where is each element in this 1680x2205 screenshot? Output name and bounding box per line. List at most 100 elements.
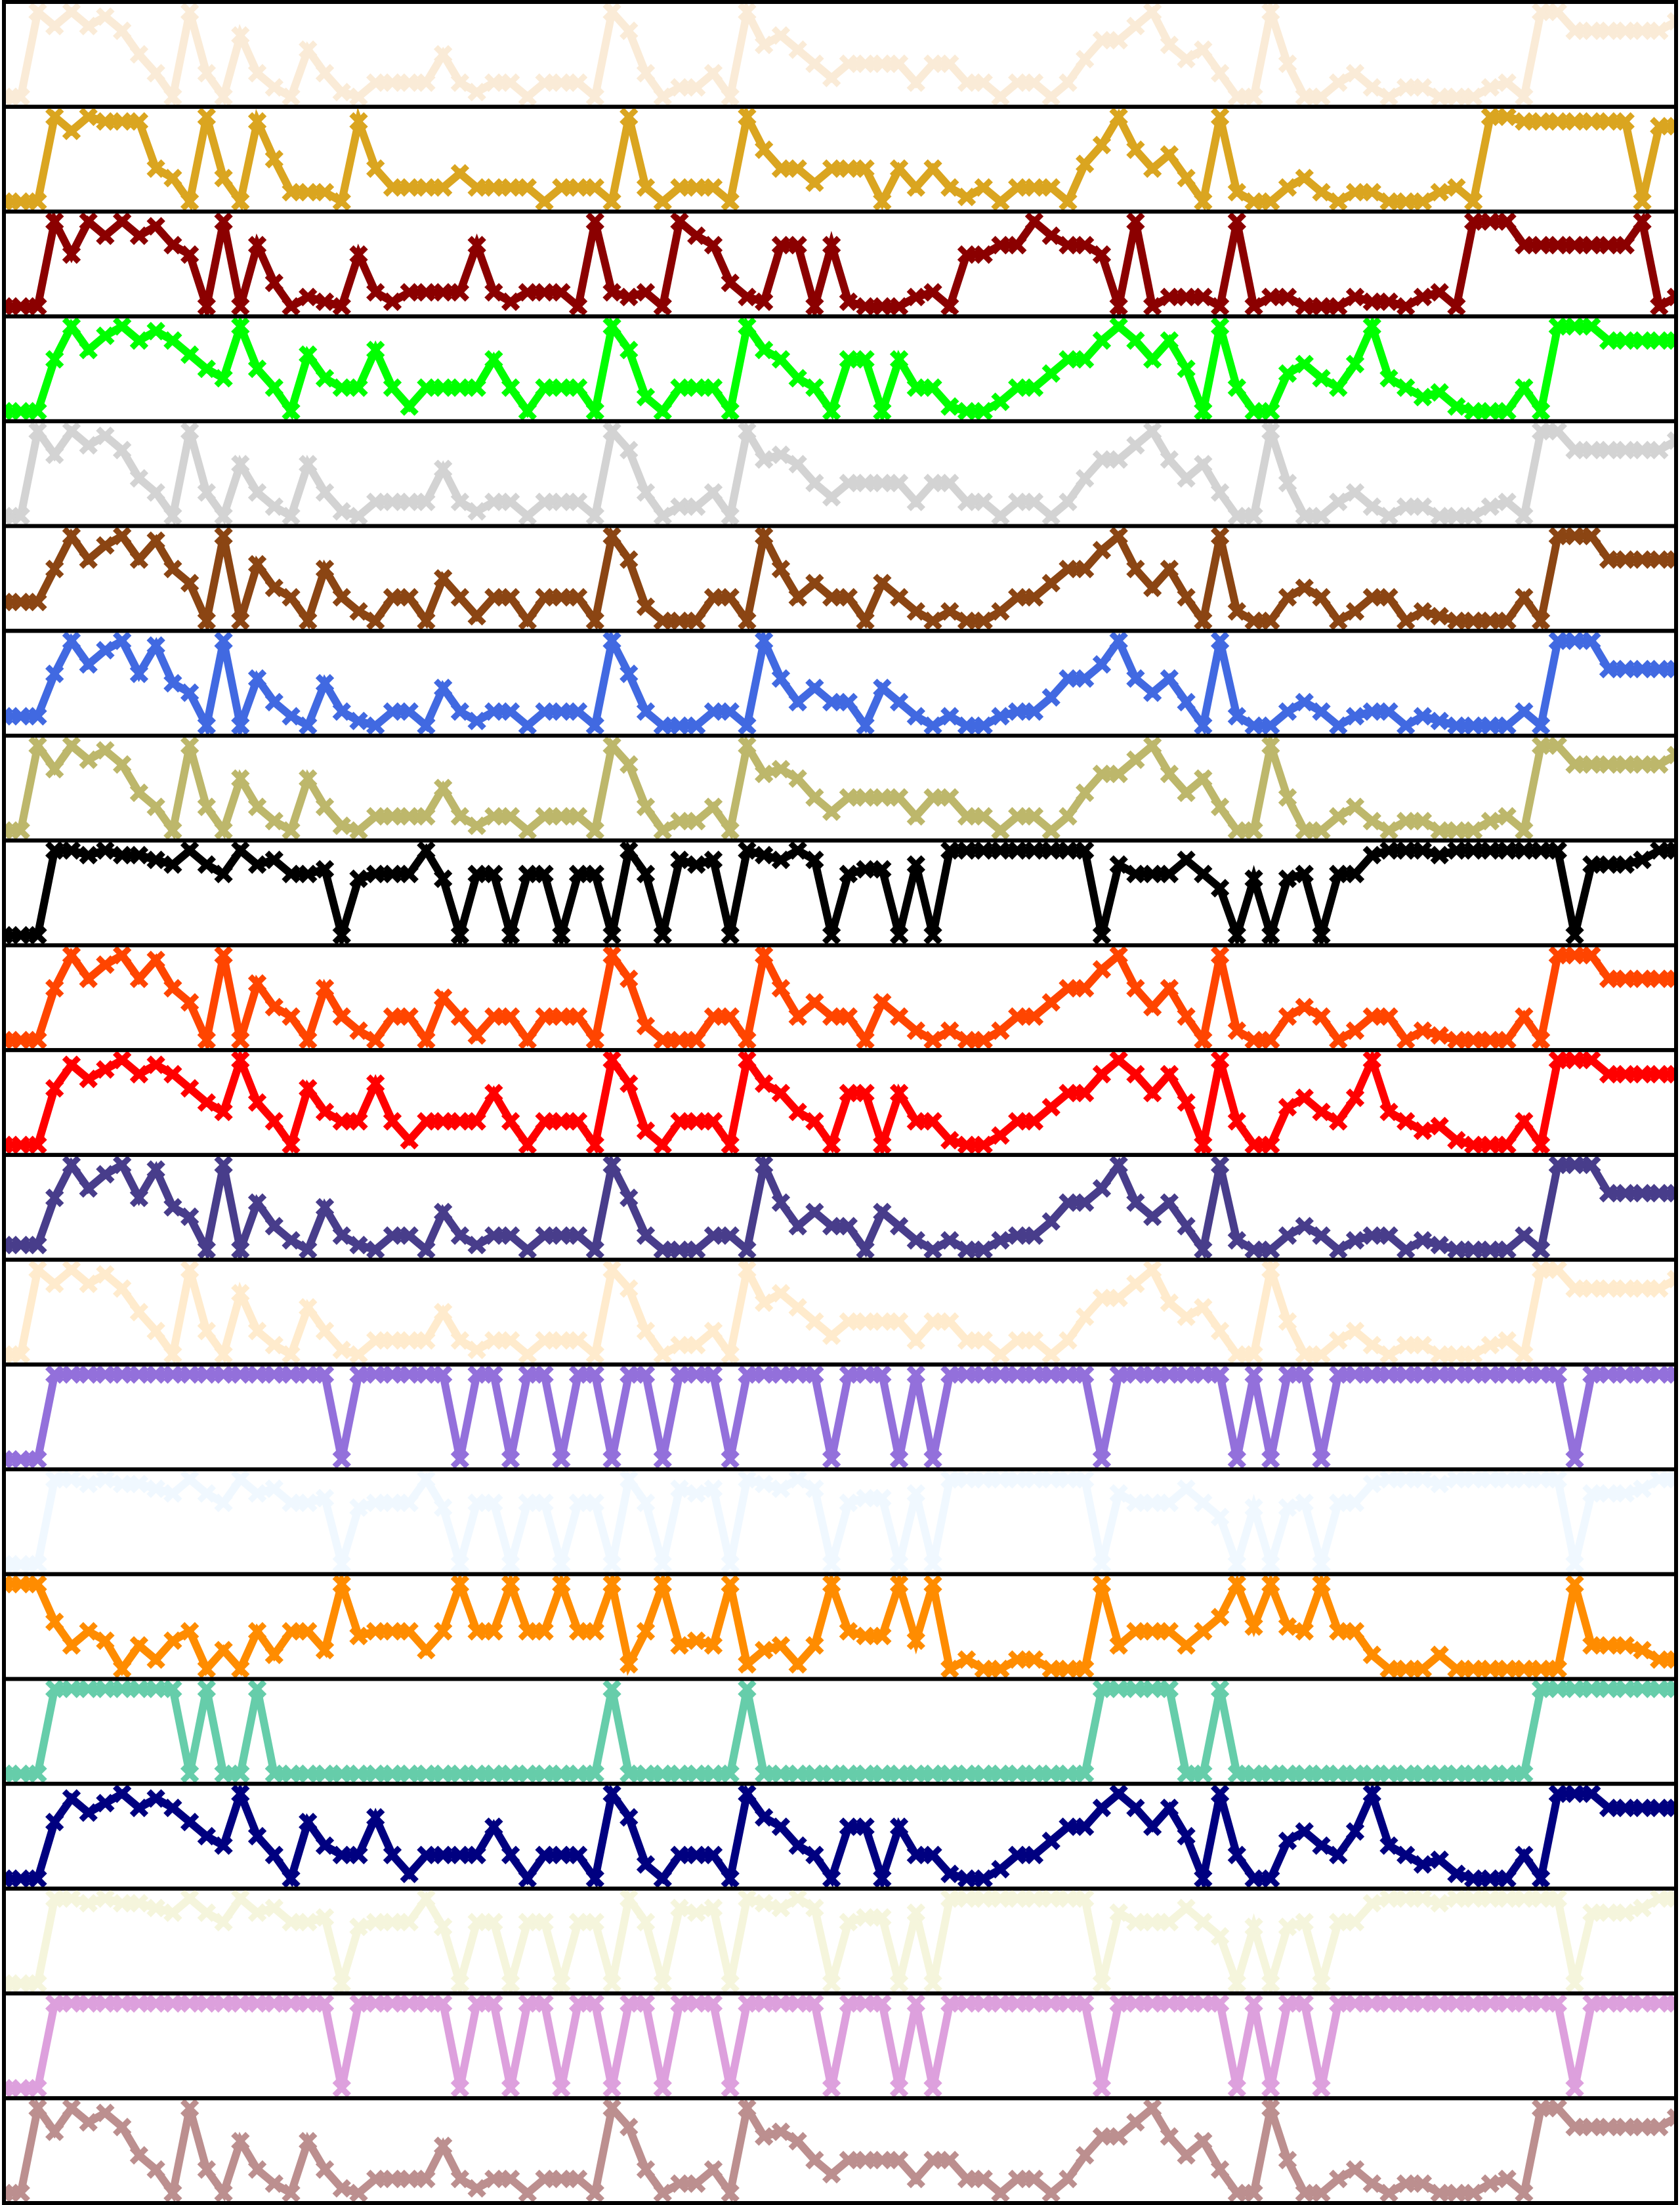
series-2-point-19 bbox=[315, 182, 335, 202]
series-16-point-11 bbox=[180, 1622, 200, 1641]
series-14-point-18 bbox=[299, 1365, 318, 1384]
series-15-point-14 bbox=[231, 1470, 250, 1489]
series-6-point-84 bbox=[1413, 602, 1433, 621]
series-1-point-95 bbox=[1599, 21, 1618, 41]
series-16-point-72 bbox=[1210, 1608, 1230, 1627]
series-21-point-83 bbox=[1396, 2174, 1416, 2193]
series-15-point-62 bbox=[1041, 1470, 1060, 1489]
series-15-point-5 bbox=[79, 1475, 98, 1494]
series-18-point-98 bbox=[1650, 1798, 1669, 1818]
series-3-point-40 bbox=[670, 212, 689, 231]
series-20-point-49 bbox=[822, 2078, 841, 2098]
series-17-point-84 bbox=[1413, 1764, 1433, 1784]
series-9-point-49 bbox=[822, 926, 841, 945]
series-20-point-10 bbox=[163, 1994, 182, 2013]
series-11-point-45 bbox=[754, 1074, 774, 1093]
series-10-point-74 bbox=[1244, 1030, 1263, 1050]
series-6-point-92 bbox=[1548, 526, 1568, 545]
series-4-point-11 bbox=[180, 345, 200, 364]
series-21-point-98 bbox=[1650, 2118, 1669, 2137]
series-20-point-9 bbox=[146, 1994, 165, 2013]
series-16-point-26 bbox=[433, 1622, 453, 1641]
series-17-point-99 bbox=[1666, 1679, 1676, 1698]
series-18-point-2 bbox=[28, 1869, 47, 1888]
series-11-point-77 bbox=[1295, 1088, 1314, 1107]
series-4-point-68 bbox=[1143, 350, 1162, 369]
series-3-point-46 bbox=[771, 236, 791, 255]
series-10-point-23 bbox=[383, 1007, 402, 1026]
series-18-point-42 bbox=[704, 1845, 723, 1864]
series-3-point-24 bbox=[400, 283, 419, 302]
series-12-point-13 bbox=[214, 1155, 233, 1175]
series-11-point-48 bbox=[805, 1112, 824, 1131]
series-2-point-81 bbox=[1362, 182, 1381, 202]
series-14-point-20 bbox=[332, 1450, 351, 1469]
series-6-point-51 bbox=[856, 611, 875, 631]
series-5-point-14 bbox=[231, 455, 250, 474]
series-13-point-8 bbox=[129, 1303, 149, 1322]
series-14-point-43 bbox=[721, 1450, 740, 1469]
series-6-point-44 bbox=[738, 611, 757, 631]
series-1-point-41 bbox=[687, 77, 706, 97]
series-6-point-54 bbox=[906, 602, 926, 621]
series-7-point-40 bbox=[670, 716, 689, 735]
series-14-point-60 bbox=[1008, 1365, 1027, 1384]
series-18-point-59 bbox=[991, 1860, 1010, 1879]
series-12-point-60 bbox=[1008, 1226, 1027, 1246]
series-18-point-75 bbox=[1261, 1869, 1280, 1888]
series-9-point-82 bbox=[1379, 841, 1398, 860]
series-11-point-60 bbox=[1008, 1112, 1027, 1131]
series-1-point-79 bbox=[1329, 73, 1348, 93]
series-1-point-80 bbox=[1345, 64, 1365, 83]
series-19-point-17 bbox=[282, 1912, 301, 1932]
series-1-point-39 bbox=[653, 87, 672, 106]
series-20-point-30 bbox=[501, 2078, 520, 2098]
series-3-plot bbox=[4, 211, 1676, 317]
series-5-point-17 bbox=[282, 507, 301, 526]
series-21-frame bbox=[2, 2096, 1678, 2205]
series-16-point-40 bbox=[670, 1636, 689, 1655]
series-17-point-18 bbox=[299, 1764, 318, 1784]
series-12-point-3 bbox=[45, 1188, 64, 1208]
series-1-point-40 bbox=[670, 77, 689, 97]
series-13-point-43 bbox=[721, 1345, 740, 1364]
series-1-point-83 bbox=[1396, 77, 1416, 97]
series-7-point-93 bbox=[1565, 631, 1584, 650]
series-4-point-42 bbox=[704, 378, 723, 397]
series-17-point-98 bbox=[1650, 1679, 1669, 1698]
series-18-point-74 bbox=[1244, 1869, 1263, 1888]
series-7-point-85 bbox=[1430, 711, 1449, 730]
series-14-point-71 bbox=[1194, 1365, 1213, 1384]
series-3-point-98 bbox=[1650, 297, 1669, 316]
series-5-point-61 bbox=[1024, 492, 1044, 512]
series-1-point-63 bbox=[1059, 73, 1078, 93]
series-13-point-13 bbox=[214, 1345, 233, 1364]
series-1-point-58 bbox=[974, 73, 993, 93]
series-7-point-0 bbox=[4, 707, 14, 726]
series-15-point-41 bbox=[687, 1484, 706, 1503]
series-12-point-40 bbox=[670, 1240, 689, 1259]
series-7-point-34 bbox=[568, 702, 588, 721]
series-17-point-83 bbox=[1396, 1764, 1416, 1784]
series-2-point-35 bbox=[585, 178, 604, 197]
series-17-point-14 bbox=[231, 1764, 250, 1784]
series-19-point-76 bbox=[1278, 1917, 1297, 1937]
series-11-point-53 bbox=[889, 1083, 909, 1102]
series-15-point-55 bbox=[923, 1555, 942, 1574]
series-19-point-66 bbox=[1109, 1903, 1128, 1922]
series-20-point-73 bbox=[1227, 2078, 1247, 2098]
series-1-point-17 bbox=[282, 87, 301, 106]
series-8-point-55 bbox=[923, 788, 942, 807]
series-2-point-24 bbox=[400, 178, 419, 197]
series-17-point-86 bbox=[1447, 1764, 1466, 1784]
series-10-point-38 bbox=[636, 1017, 656, 1036]
series-10-point-86 bbox=[1447, 1030, 1466, 1050]
series-11-point-29 bbox=[484, 1083, 503, 1102]
series-20-point-46 bbox=[771, 1994, 791, 2013]
series-7-point-32 bbox=[535, 702, 554, 721]
series-11-point-11 bbox=[180, 1079, 200, 1098]
series-19-point-5 bbox=[79, 1894, 98, 1913]
series-19-point-54 bbox=[906, 1903, 926, 1922]
series-13-point-53 bbox=[889, 1312, 909, 1331]
series-11-point-10 bbox=[163, 1064, 182, 1084]
